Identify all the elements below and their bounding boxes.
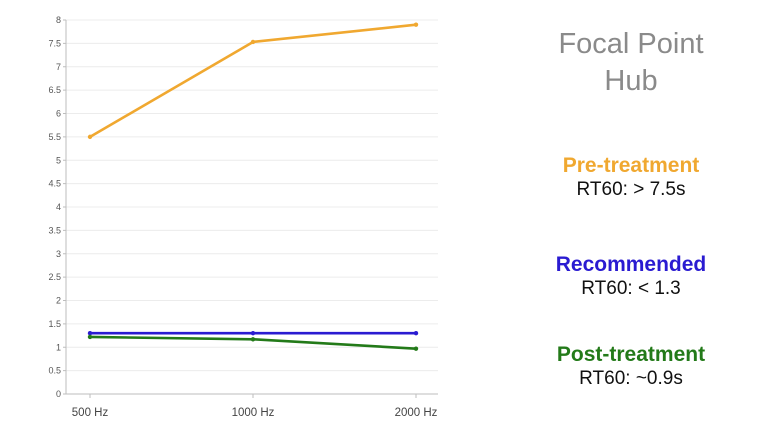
data-point-pre-treatment — [87, 134, 93, 140]
x-tick-label: 1000 Hz — [232, 407, 275, 419]
legend-post-treatment: Post-treatment RT60: ~0.9s — [500, 342, 762, 391]
y-tick-label: 6 — [56, 109, 61, 119]
x-tick-label: 500 Hz — [72, 407, 109, 419]
y-tick-label: 5 — [56, 155, 61, 165]
y-tick-label: 2 — [56, 296, 61, 306]
legend-pre-treatment-value: RT60: > 7.5s — [576, 179, 686, 200]
data-point-post-treatment — [87, 334, 93, 340]
y-tick-label: 8 — [56, 15, 61, 25]
y-tick-label: 3 — [56, 249, 61, 259]
data-point-recommended — [413, 331, 419, 336]
data-point-post-treatment — [413, 346, 419, 351]
y-tick-label: 3.5 — [48, 225, 61, 235]
data-point-pre-treatment — [250, 39, 256, 45]
rt60-line-chart: 0 0.5 1 1.5 2 2.5 3 3.5 4 4.5 5 5.5 6 6.5 7 7.5 8 500 Hz… — [48, 15, 438, 419]
y-tick-label: 4.5 — [48, 179, 61, 189]
x-axis-ticks: 500 Hz 1000 Hz 2000 Hz — [72, 394, 438, 419]
data-point-recommended — [250, 331, 256, 336]
y-tick-label: 0.5 — [48, 366, 61, 376]
data-point-recommended — [87, 331, 93, 336]
y-tick-label: 7.5 — [48, 38, 61, 48]
legend-recommended-value: RT60: < 1.3 — [581, 278, 681, 299]
legend-recommended: Recommended RT60: < 1.3 — [500, 252, 762, 301]
y-axis-ticks: 0 0.5 1 1.5 2 2.5 3 3.5 4 4.5 5 5.5 6 6.5 7 7.5 8 — [48, 15, 66, 399]
y-tick-label: 5.5 — [48, 132, 61, 142]
venue-title-line-1: Focal Point — [558, 28, 704, 60]
y-tick-label: 1 — [56, 342, 61, 352]
y-tick-label: 1.5 — [48, 319, 61, 329]
legend-post-treatment-label: Post-treatment — [556, 343, 706, 366]
legend-pre-treatment: Pre-treatment RT60: > 7.5s — [500, 153, 762, 202]
legend-pre-treatment-label: Pre-treatment — [562, 154, 700, 177]
y-tick-label: 6.5 — [48, 85, 61, 95]
venue-title-line-2: Hub — [604, 65, 658, 97]
legend-recommended-label: Recommended — [555, 253, 707, 276]
grid-lines — [66, 19, 438, 372]
x-tick-label: 2000 Hz — [395, 407, 438, 419]
y-tick-label: 7 — [56, 62, 61, 72]
venue-title: Focal Point Hub — [500, 26, 762, 100]
y-tick-label: 0 — [56, 389, 61, 399]
legend-post-treatment-value: RT60: ~0.9s — [579, 368, 683, 389]
data-point-pre-treatment — [413, 22, 419, 27]
series-lines — [87, 22, 419, 351]
data-point-post-treatment — [250, 337, 256, 342]
info-panel: Focal Point Hub Pre-treatment RT60: > 7.… — [500, 0, 762, 432]
y-tick-label: 2.5 — [48, 272, 61, 282]
y-tick-label: 4 — [56, 202, 61, 212]
